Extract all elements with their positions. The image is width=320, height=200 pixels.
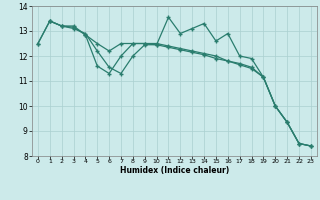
X-axis label: Humidex (Indice chaleur): Humidex (Indice chaleur) xyxy=(120,166,229,175)
